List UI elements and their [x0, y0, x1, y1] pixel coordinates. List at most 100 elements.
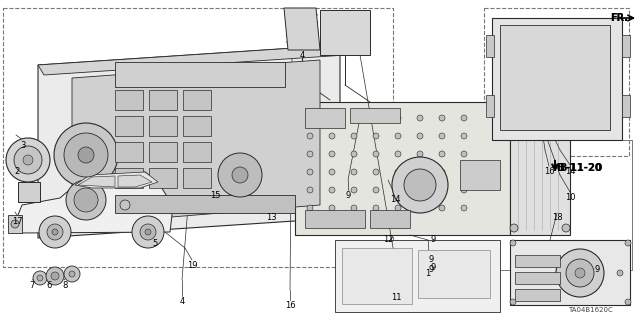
Bar [8, 215, 22, 233]
Circle shape [14, 146, 42, 174]
Circle shape [461, 133, 467, 139]
Bar [484, 8, 629, 156]
Circle shape [625, 240, 631, 246]
Circle shape [351, 115, 357, 121]
Circle shape [329, 169, 335, 175]
Circle shape [132, 216, 164, 248]
Circle shape [78, 147, 94, 163]
Polygon shape [72, 60, 320, 225]
Circle shape [307, 169, 313, 175]
Text: 6: 6 [46, 280, 52, 290]
Circle shape [351, 169, 357, 175]
Circle shape [461, 169, 467, 175]
Polygon shape [38, 45, 346, 75]
Circle shape [556, 249, 604, 297]
Polygon shape [18, 172, 172, 233]
Polygon shape [500, 25, 610, 130]
Bar [115, 195, 295, 213]
Circle shape [461, 115, 467, 121]
Polygon shape [38, 45, 340, 238]
Text: 8: 8 [62, 280, 68, 290]
Circle shape [6, 138, 50, 182]
Bar [418, 250, 490, 298]
Circle shape [395, 151, 401, 157]
Circle shape [351, 151, 357, 157]
Bar [183, 90, 211, 110]
Circle shape [329, 133, 335, 139]
Circle shape [39, 216, 71, 248]
Circle shape [47, 224, 63, 240]
Text: 9: 9 [430, 235, 436, 244]
Circle shape [307, 187, 313, 193]
Bar [115, 116, 143, 136]
Circle shape [329, 151, 335, 157]
Circle shape [74, 188, 98, 212]
Text: FR.: FR. [610, 13, 628, 23]
Polygon shape [78, 176, 115, 187]
Circle shape [69, 271, 75, 277]
Polygon shape [295, 102, 510, 235]
Bar [115, 142, 143, 162]
Bar [486, 35, 494, 57]
Circle shape [373, 115, 379, 121]
Polygon shape [284, 8, 320, 50]
Circle shape [307, 115, 313, 121]
Text: 9: 9 [428, 256, 434, 264]
Text: 11: 11 [391, 293, 401, 301]
Bar [335, 240, 500, 312]
Circle shape [373, 151, 379, 157]
Bar [115, 62, 285, 87]
Circle shape [232, 167, 248, 183]
Text: B-11-20: B-11-20 [559, 163, 601, 173]
Circle shape [439, 169, 445, 175]
Text: 10: 10 [564, 194, 575, 203]
Circle shape [439, 151, 445, 157]
Bar [622, 95, 630, 117]
Circle shape [373, 133, 379, 139]
Text: 5: 5 [152, 239, 157, 248]
Polygon shape [118, 175, 152, 187]
Circle shape [37, 275, 43, 281]
Bar [183, 116, 211, 136]
Circle shape [625, 299, 631, 305]
Circle shape [51, 272, 59, 280]
Bar [149, 168, 177, 188]
Circle shape [562, 108, 570, 116]
Bar [460, 160, 500, 190]
Bar [515, 289, 560, 301]
Circle shape [439, 115, 445, 121]
Circle shape [66, 180, 106, 220]
Text: 17: 17 [12, 218, 22, 226]
Text: 9: 9 [595, 265, 600, 275]
Text: 2: 2 [14, 167, 20, 176]
Text: 16: 16 [285, 301, 295, 310]
Circle shape [461, 205, 467, 211]
Text: TA04B1620C: TA04B1620C [568, 307, 612, 313]
Circle shape [120, 200, 130, 210]
Circle shape [439, 133, 445, 139]
Circle shape [351, 133, 357, 139]
Circle shape [329, 205, 335, 211]
Bar [305, 210, 365, 228]
Circle shape [575, 268, 585, 278]
Circle shape [329, 115, 335, 121]
Circle shape [373, 205, 379, 211]
Circle shape [145, 229, 151, 235]
Circle shape [417, 133, 423, 139]
Bar [115, 168, 143, 188]
Circle shape [351, 187, 357, 193]
Circle shape [23, 155, 33, 165]
Text: 15: 15 [210, 191, 220, 201]
Polygon shape [320, 10, 370, 55]
Circle shape [392, 157, 448, 213]
Circle shape [417, 151, 423, 157]
Circle shape [404, 169, 436, 201]
Circle shape [439, 205, 445, 211]
Text: 9: 9 [346, 191, 351, 201]
Circle shape [566, 259, 594, 287]
Bar [350, 108, 400, 123]
Circle shape [54, 123, 118, 187]
Text: 4: 4 [300, 50, 305, 60]
Circle shape [52, 229, 58, 235]
Text: 12: 12 [383, 235, 393, 244]
